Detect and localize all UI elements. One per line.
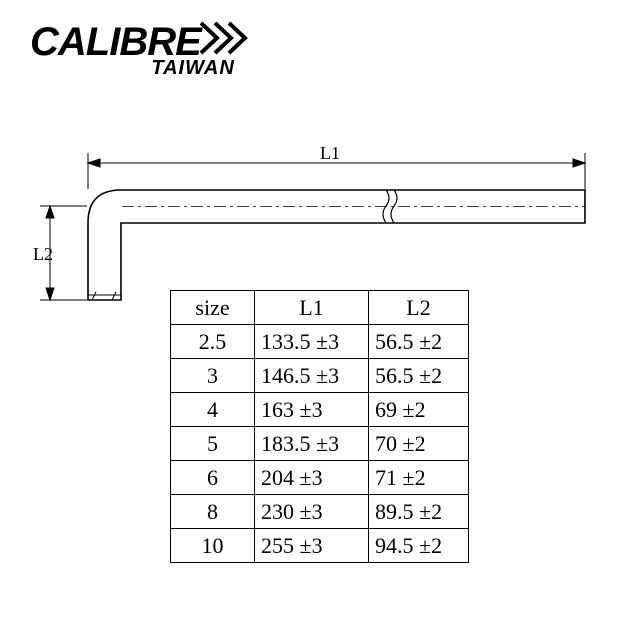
cell-size: 5 (171, 427, 255, 461)
cell-l2: 71 ±2 (369, 461, 469, 495)
table-row: 4 163 ±3 69 ±2 (171, 393, 469, 427)
diagram-label-l2: L2 (33, 244, 53, 264)
cell-l2: 94.5 ±2 (369, 529, 469, 563)
brand-logo: CALIBRE TAIWAN (30, 20, 253, 80)
spec-table: size L1 L2 2.5 133.5 ±3 56.5 ±2 3 146.5 … (170, 290, 469, 563)
table-row: 8 230 ±3 89.5 ±2 (171, 495, 469, 529)
table-header-row: size L1 L2 (171, 291, 469, 325)
col-header-l1: L1 (255, 291, 369, 325)
cell-size: 10 (171, 529, 255, 563)
cell-l1: 146.5 ±3 (255, 359, 369, 393)
cell-l1: 255 ±3 (255, 529, 369, 563)
table-row: 5 183.5 ±3 70 ±2 (171, 427, 469, 461)
cell-l1: 204 ±3 (255, 461, 369, 495)
cell-l2: 70 ±2 (369, 427, 469, 461)
cell-l1: 163 ±3 (255, 393, 369, 427)
cell-l1: 183.5 ±3 (255, 427, 369, 461)
cell-size: 8 (171, 495, 255, 529)
col-header-size: size (171, 291, 255, 325)
cell-l2: 89.5 ±2 (369, 495, 469, 529)
cell-size: 2.5 (171, 325, 255, 359)
table-row: 6 204 ±3 71 ±2 (171, 461, 469, 495)
diagram-label-l1: L1 (320, 145, 340, 163)
cell-size: 6 (171, 461, 255, 495)
cell-l1: 133.5 ±3 (255, 325, 369, 359)
table-row: 10 255 ±3 94.5 ±2 (171, 529, 469, 563)
table-row: 2.5 133.5 ±3 56.5 ±2 (171, 325, 469, 359)
cell-size: 3 (171, 359, 255, 393)
table-row: 3 146.5 ±3 56.5 ±2 (171, 359, 469, 393)
cell-l2: 56.5 ±2 (369, 325, 469, 359)
cell-size: 4 (171, 393, 255, 427)
cell-l1: 230 ±3 (255, 495, 369, 529)
cell-l2: 56.5 ±2 (369, 359, 469, 393)
col-header-l2: L2 (369, 291, 469, 325)
cell-l2: 69 ±2 (369, 393, 469, 427)
table-body: 2.5 133.5 ±3 56.5 ±2 3 146.5 ±3 56.5 ±2 … (171, 325, 469, 563)
